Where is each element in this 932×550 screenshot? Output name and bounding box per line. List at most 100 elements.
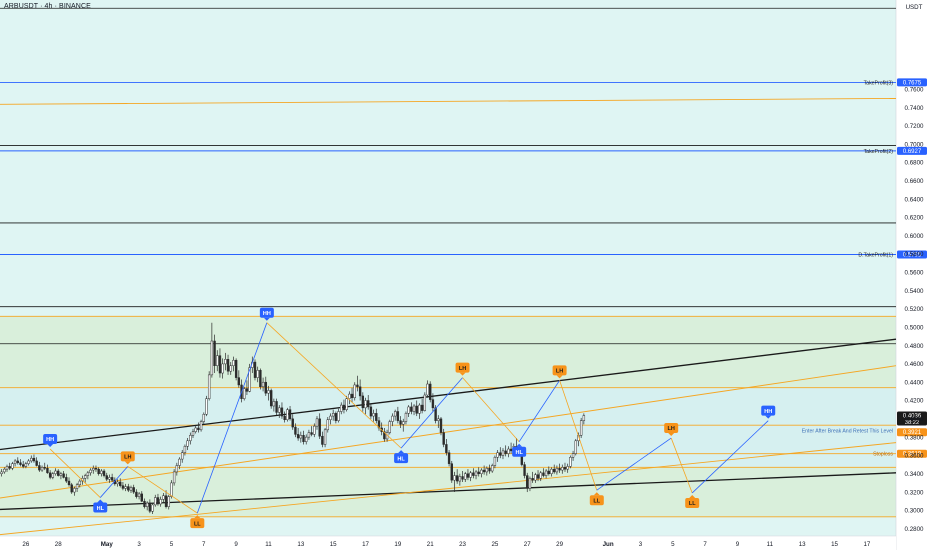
pivot-pointer (47, 444, 54, 448)
candle-body (216, 355, 219, 366)
candle-body (547, 470, 551, 474)
candle (288, 406, 292, 421)
candle-body (164, 495, 168, 507)
candle (442, 428, 445, 448)
candle (137, 492, 141, 500)
candle-body (329, 415, 332, 420)
candle-body (391, 415, 394, 422)
candle-body (86, 472, 90, 476)
candle (24, 461, 28, 469)
candle-body (148, 502, 152, 512)
price-tag-text: 0.3921 (903, 430, 922, 436)
time-tick-label: 27 (524, 541, 531, 548)
pivot-marker: LH (120, 451, 135, 465)
candle (0, 469, 3, 477)
candle (256, 366, 259, 383)
candle-body (439, 418, 443, 433)
candle (499, 447, 502, 459)
candle (329, 413, 332, 425)
price-tick-label: 0.7400 (905, 105, 924, 112)
candle (110, 473, 114, 482)
candle (105, 472, 108, 482)
zigzag-segment (670, 437, 693, 494)
candle (571, 450, 575, 461)
pivot-marker: LL (589, 492, 604, 506)
candle-body (348, 393, 351, 399)
candle-body (318, 418, 321, 437)
candle-body (353, 384, 356, 399)
candle (437, 415, 440, 428)
candle (431, 393, 435, 412)
candle (507, 446, 510, 458)
candle (218, 348, 222, 378)
candle (229, 362, 232, 375)
candle (164, 490, 168, 509)
candle (116, 479, 119, 487)
candle (48, 470, 52, 480)
candle-body (65, 477, 68, 482)
level-label: Enter After Break And Retest This Level (802, 429, 893, 435)
pivot-marker: LH (552, 365, 567, 379)
candle (172, 469, 176, 486)
candle-body (302, 435, 305, 442)
level-label: TakeProfit(2) (864, 149, 894, 155)
candle (402, 418, 405, 432)
candle (156, 493, 160, 506)
candle (286, 407, 289, 422)
zigzag-segment (266, 322, 402, 449)
candle-body (334, 413, 338, 421)
candle (418, 403, 421, 419)
candle-body (194, 427, 197, 432)
time-tick-label: 9 (736, 541, 740, 548)
candle (5, 464, 9, 472)
candle-body (356, 384, 359, 388)
time-tick-label: 21 (427, 541, 434, 548)
candle (234, 358, 238, 381)
pivot-badge (685, 497, 700, 508)
candle-body (561, 467, 564, 471)
candle (555, 465, 559, 475)
candle (78, 479, 81, 488)
candle (278, 405, 281, 418)
pivot-pointer (97, 499, 104, 503)
candle (399, 416, 402, 428)
candle (89, 468, 92, 476)
candle (189, 432, 192, 445)
candle-body (162, 495, 165, 500)
candle-body (388, 421, 391, 433)
candle-body (509, 448, 513, 452)
pivot-pointer (593, 492, 600, 496)
time-tick-label: 17 (863, 541, 870, 548)
candle (367, 395, 370, 410)
candle-body (108, 477, 111, 480)
candle-body (482, 469, 486, 473)
pivot-pointer (668, 433, 675, 437)
candle (261, 377, 265, 392)
candle (243, 386, 246, 401)
candle-body (16, 460, 19, 464)
price-tag-text: 0.7675 (903, 80, 922, 86)
candle (509, 442, 513, 454)
pivot-label: HL (97, 506, 105, 512)
candle-body (100, 470, 103, 474)
trendline-4 (0, 97, 897, 105)
candle-body (210, 340, 214, 376)
pivot-label: LH (124, 455, 131, 461)
price-tag-text: 0.3619 (903, 452, 922, 458)
candle (132, 484, 135, 494)
candle-body (396, 411, 400, 421)
candle-body (40, 467, 44, 471)
candle (272, 398, 276, 412)
candle (315, 416, 319, 430)
candle-body (450, 463, 453, 481)
candle (35, 457, 38, 467)
pivot-marker: HH (259, 307, 274, 321)
candle-body (137, 493, 141, 497)
pivot-label: LH (459, 366, 466, 372)
zigzag-segment (596, 437, 672, 491)
candle-body (116, 481, 119, 485)
price-tick-label: 0.7600 (905, 86, 924, 93)
candle (127, 483, 130, 493)
